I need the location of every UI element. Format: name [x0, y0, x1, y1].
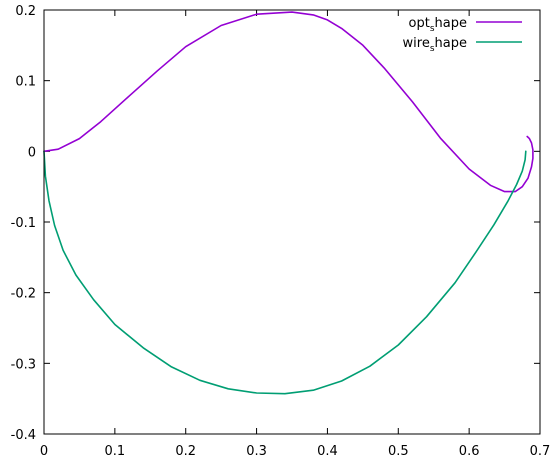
y-tick-label: 0.1 — [15, 75, 36, 90]
y-tick-label: -0.2 — [11, 287, 36, 302]
y-tick-label: 0.2 — [15, 4, 36, 19]
legend-label-wire-shape: wireshape — [403, 36, 467, 54]
x-tick-label: 0.1 — [105, 444, 126, 459]
y-tick-label: -0.4 — [11, 428, 36, 443]
x-tick-label: 0 — [40, 444, 48, 459]
x-tick-label: 0.4 — [317, 444, 338, 459]
y-tick-label: 0 — [28, 145, 36, 160]
legend-label-opt-shape: optshape — [409, 16, 467, 34]
x-tick-label: 0.7 — [530, 444, 551, 459]
y-tick-label: -0.3 — [11, 357, 36, 372]
axis-ticks: 0 0.1 0.2 0.3 0.4 0.5 0.6 0.7 0.2 0.1 0 -0.1 -0.2 -0.… — [11, 4, 551, 459]
series-layer — [44, 12, 533, 394]
x-tick-label: 0.2 — [175, 444, 196, 459]
plot-frame — [44, 10, 540, 434]
legend: optshape wireshape — [403, 16, 522, 54]
y-tick-label: -0.1 — [11, 216, 36, 231]
series-line-wire-shape — [44, 151, 526, 393]
x-tick-label: 0.3 — [246, 444, 267, 459]
x-tick-label: 0.6 — [459, 444, 480, 459]
x-tick-label: 0.5 — [388, 444, 409, 459]
